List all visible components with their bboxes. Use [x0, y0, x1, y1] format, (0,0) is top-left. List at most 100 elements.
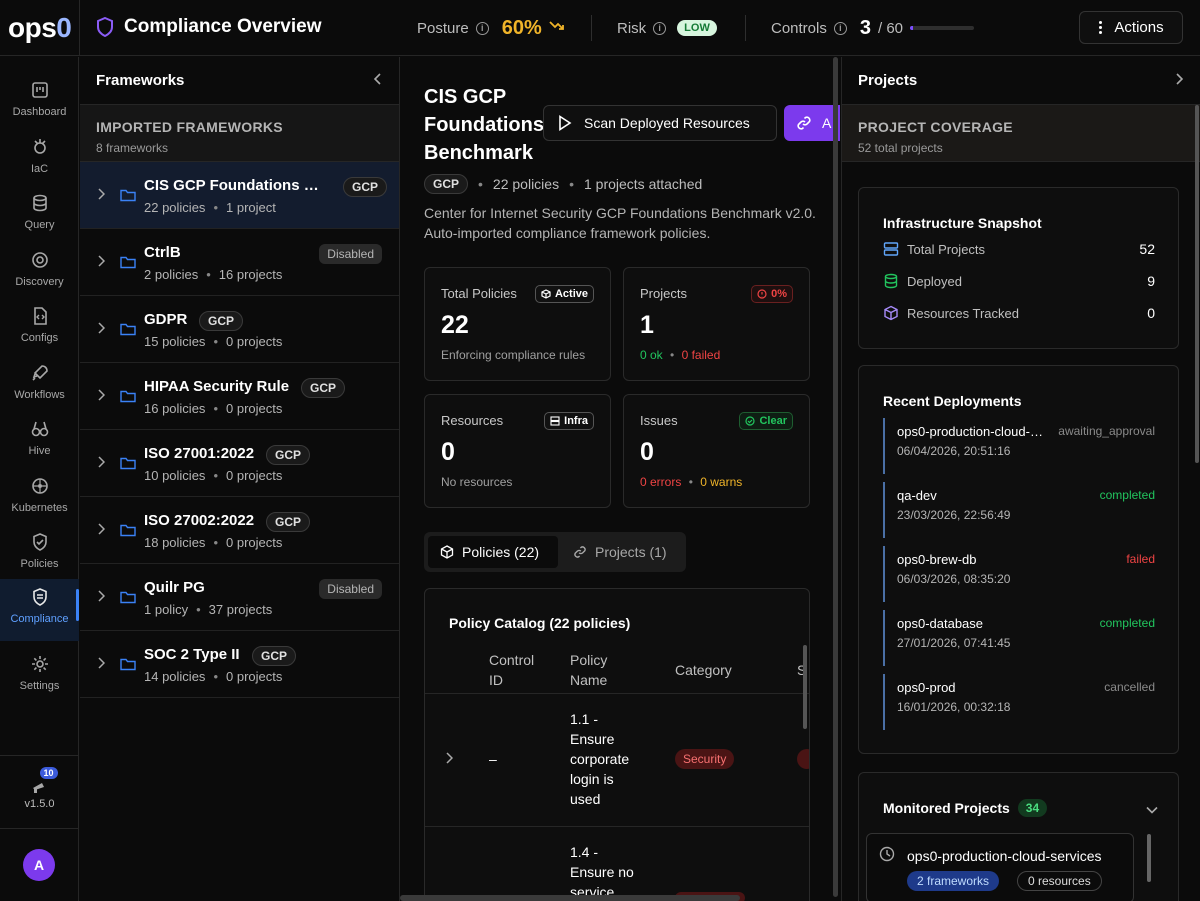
column-header[interactable]: Control ID: [489, 652, 535, 688]
link-icon: [574, 546, 586, 558]
framework-list: CIS GCP Foundations Benchmark 22 policies…: [80, 162, 399, 698]
chevron-right-icon[interactable]: [97, 523, 106, 538]
info-icon[interactable]: i: [653, 21, 667, 35]
deployment-date: 23/03/2026, 22:56:49: [897, 508, 1011, 522]
provider-tag: GCP: [199, 311, 244, 331]
chevron-right-icon[interactable]: [97, 657, 106, 672]
framework-item[interactable]: ISO 27001:2022 10 policies • 0 projects GCP: [80, 430, 399, 497]
deployment-item[interactable]: ops0-production-cloud-services awaiting_a…: [883, 418, 1155, 474]
nav-label: IaC: [30, 163, 49, 175]
deployment-item[interactable]: ops0-database completed 27/01/2026, 07:41:…: [883, 610, 1155, 666]
actions-button[interactable]: Actions: [1079, 11, 1183, 44]
version-label: v1.5.0: [24, 798, 55, 810]
deployment-status: completed: [1099, 488, 1155, 502]
nav-discovery[interactable]: Discovery: [0, 247, 79, 299]
deployment-item[interactable]: ops0-brew-db failed 06/03/2026, 08:35:20: [883, 546, 1155, 602]
horizontal-scrollbar[interactable]: [400, 895, 740, 901]
chevron-down-icon[interactable]: [1146, 801, 1158, 817]
project-list-scrollbar[interactable]: [1147, 834, 1151, 882]
frameworks-badge: 2 frameworks: [907, 871, 1000, 891]
nav-hive[interactable]: Hive: [0, 416, 79, 468]
tab-projects[interactable]: Projects (1): [561, 536, 679, 568]
card-value: 1: [640, 311, 654, 339]
shield-icon: [96, 17, 114, 37]
card-label: Resources: [441, 413, 504, 428]
folder-icon: [120, 590, 136, 607]
chevron-right-icon[interactable]: [97, 389, 106, 404]
attach-button[interactable]: A: [784, 105, 840, 141]
avatar[interactable]: A: [23, 849, 55, 881]
deployment-item[interactable]: qa-dev completed 23/03/2026, 22:56:49: [883, 482, 1155, 538]
chevron-left-icon[interactable]: [373, 72, 383, 90]
row-divider: [425, 826, 809, 827]
provider-tag: GCP: [252, 646, 297, 666]
framework-item[interactable]: CtrlB 2 policies • 16 projects Disabled: [80, 229, 399, 296]
projects-attached: 1 projects attached: [583, 176, 703, 192]
notification-icon[interactable]: 10: [30, 767, 58, 795]
chevron-right-icon[interactable]: [97, 188, 106, 203]
infra-pill: Infra: [544, 412, 594, 430]
framework-item[interactable]: HIPAA Security Rule 16 policies • 0 project…: [80, 363, 399, 430]
framework-item[interactable]: GDPR 15 policies • 0 projects GCP: [80, 296, 399, 363]
nav-query[interactable]: Query: [0, 190, 79, 242]
chevron-right-icon[interactable]: [1174, 72, 1184, 90]
framework-meta: 16 policies • 0 projects: [144, 401, 283, 416]
resources-card: Resources Infra 0 No resources: [424, 394, 611, 508]
framework-meta: 2 policies • 16 projects: [144, 267, 283, 282]
ops0-logo[interactable]: ops0: [8, 12, 72, 43]
nav-configs[interactable]: Configs: [0, 303, 79, 355]
framework-name: Quilr PG: [144, 579, 205, 596]
folder-icon: [120, 389, 136, 406]
framework-item[interactable]: CIS GCP Foundations Benchmark 22 policies…: [80, 162, 399, 229]
cube-icon: [884, 305, 898, 321]
column-header[interactable]: S: [797, 662, 807, 678]
detail-scrollbar[interactable]: [833, 57, 838, 901]
framework-item[interactable]: SOC 2 Type II 14 policies • 0 projects GCP: [80, 631, 399, 698]
nav-kubernetes[interactable]: Kubernetes: [0, 473, 79, 525]
column-header[interactable]: Category: [675, 662, 732, 678]
nav-compliance[interactable]: Compliance: [0, 579, 79, 641]
column-header[interactable]: Policy Name: [570, 652, 608, 688]
nav-label: Hive: [28, 445, 51, 457]
framework-name: ISO 27001:2022: [144, 445, 255, 462]
card-label: Total Policies: [441, 286, 517, 301]
card-sub: No resources: [441, 475, 513, 489]
more-vertical-icon: [1098, 21, 1102, 34]
chevron-right-icon[interactable]: [445, 749, 454, 769]
framework-item[interactable]: ISO 27002:2022 18 policies • 0 projects GCP: [80, 497, 399, 564]
nav-label: Dashboard: [12, 106, 67, 118]
version-block[interactable]: 10 v1.5.0: [0, 767, 79, 810]
policy-catalog-title: Policy Catalog (22 policies): [449, 615, 631, 631]
scan-deployed-resources-button[interactable]: Scan Deployed Resources: [543, 105, 777, 141]
page-title: Compliance Overview: [124, 16, 322, 37]
monitored-projects-title: Monitored Projects 34: [883, 799, 1048, 817]
nav-settings[interactable]: Settings: [0, 651, 79, 703]
chevron-right-icon[interactable]: [97, 322, 106, 337]
info-icon[interactable]: i: [475, 21, 489, 35]
alert-circle-icon: [757, 289, 767, 299]
card-label: Projects: [640, 286, 687, 301]
chevron-right-icon[interactable]: [97, 590, 106, 605]
nav-iac[interactable]: IaC: [0, 134, 79, 186]
top-bar: ops0 Compliance Overview Posture i 60% R…: [0, 0, 1200, 56]
monitored-project-card[interactable]: ops0-production-cloud-services 2 framewo…: [866, 833, 1134, 901]
framework-detail: CIS GCP Foundations Benchmark Scan Deplo…: [400, 57, 840, 901]
chevron-right-icon[interactable]: [97, 456, 106, 471]
nav-label: Configs: [20, 332, 59, 344]
catalog-scrollbar[interactable]: [803, 645, 807, 729]
deployment-status: awaiting_approval: [1058, 424, 1155, 438]
nav-dashboard[interactable]: Dashboard: [0, 77, 79, 129]
info-icon[interactable]: i: [833, 21, 847, 35]
nav-policies[interactable]: Policies: [0, 529, 79, 581]
deployment-item[interactable]: ops0-prod cancelled 16/01/2026, 00:32:18: [883, 674, 1155, 730]
framework-name: GDPR: [144, 311, 188, 328]
projects-panel-scrollbar[interactable]: [1195, 105, 1199, 463]
framework-item[interactable]: Quilr PG 1 policy • 37 projects Disabled: [80, 564, 399, 631]
nav-workflows[interactable]: Workflows: [0, 360, 79, 412]
chevron-right-icon[interactable]: [97, 255, 106, 270]
tab-policies[interactable]: Policies (22): [428, 536, 558, 568]
card-label: Issues: [640, 413, 678, 428]
deployment-name: qa-dev: [897, 488, 937, 503]
cube-icon: [440, 545, 454, 559]
risk-metric: Risk i LOW: [617, 16, 717, 40]
